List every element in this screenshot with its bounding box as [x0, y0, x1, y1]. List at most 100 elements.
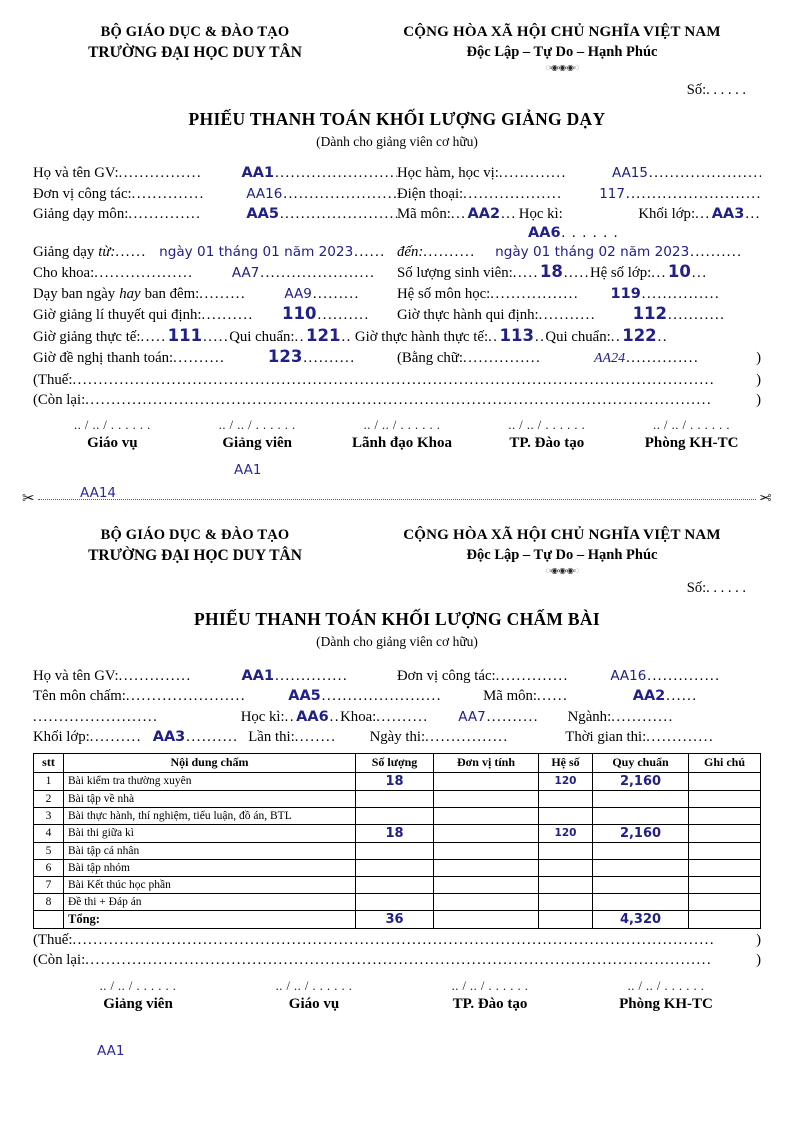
cell-coefficient[interactable] — [538, 789, 593, 808]
value-class-group[interactable]: AA3 — [152, 729, 186, 745]
value-subject-code[interactable]: AA2 — [467, 206, 501, 222]
cell-unit[interactable] — [433, 806, 539, 825]
cell-quantity[interactable] — [355, 806, 434, 825]
label-day-or-night-a: Dạy ban ngày — [33, 285, 116, 302]
value-hours-requested[interactable]: 123 — [267, 347, 303, 366]
field-subject-code: Mã môn: ...... AA2 ...... — [483, 686, 761, 707]
cell-note[interactable] — [688, 823, 761, 843]
value-class-coefficient[interactable]: 10 — [667, 262, 691, 281]
form2-header: BỘ GIÁO DỤC & ĐÀO TẠO TRƯỜNG ĐẠI HỌC DUY… — [0, 507, 794, 575]
value-theory-hours-actual[interactable]: 111 — [167, 325, 203, 345]
cell-unit[interactable] — [433, 789, 539, 808]
paren-close: ) — [756, 931, 761, 948]
field-teach-to: đến: .......... ngày 01 tháng 02 năm 202… — [397, 242, 761, 263]
cell-standard[interactable] — [592, 858, 689, 877]
value-work-unit[interactable]: AA16 — [246, 185, 283, 202]
value-subject-coefficient[interactable]: 119 — [610, 285, 641, 302]
field-semester: ........................ Học kì: .. AA6 … — [33, 707, 340, 728]
cell-quantity[interactable] — [355, 892, 434, 911]
dots-leader: ........................................… — [85, 392, 713, 408]
cell-coefficient[interactable]: 120 — [538, 771, 593, 791]
cell-coefficient[interactable] — [538, 841, 593, 860]
form1-signature-row: .. / .. / . . . . . . Giáo vụ .. / .. / … — [0, 418, 794, 452]
cell-coefficient[interactable]: 120 — [538, 823, 593, 843]
value-faculty[interactable]: AA7 — [231, 265, 260, 281]
value-amount-in-words[interactable]: AA24 — [593, 351, 626, 366]
cell-quantity[interactable] — [355, 858, 434, 877]
cell-quantity[interactable] — [355, 875, 434, 894]
signed-admin-name-form1[interactable]: AA14 — [80, 485, 117, 501]
label-semester: Học kì: — [518, 206, 563, 222]
value-work-unit[interactable]: AA16 — [610, 667, 647, 684]
dots-leader: ....................... — [125, 688, 247, 704]
cell-unit[interactable] — [433, 858, 539, 877]
cell-quantity[interactable]: 18 — [355, 823, 434, 843]
signed-teacher-name-form1[interactable]: AA1 — [234, 462, 262, 478]
value-semester[interactable]: AA6 — [528, 224, 561, 241]
value-standard-practice[interactable]: 122 — [622, 325, 657, 345]
table-header-row: stt Nội dung chấm Số lượng Đơn vị tính H… — [33, 752, 761, 773]
value-practice-hours-actual[interactable]: 113 — [499, 325, 534, 345]
value-subject[interactable]: AA5 — [246, 206, 279, 222]
cell-quantity[interactable] — [355, 841, 434, 860]
dots-leader: .. — [294, 328, 305, 345]
cell-standard[interactable] — [592, 789, 689, 808]
cell-unit[interactable] — [433, 771, 539, 791]
cell-standard[interactable] — [592, 841, 689, 860]
signed-teacher-name-form2[interactable]: AA1 — [97, 1043, 125, 1059]
value-semester[interactable]: AA6 — [296, 708, 329, 725]
cell-note[interactable] — [688, 841, 761, 860]
value-subject-code[interactable]: AA2 — [632, 688, 666, 704]
value-phone[interactable]: 117 — [599, 185, 625, 202]
cell-coefficient[interactable] — [538, 806, 593, 825]
value-teacher-name[interactable]: AA1 — [241, 165, 275, 181]
value-class-group[interactable]: AA3 — [711, 206, 745, 222]
cell-note[interactable] — [688, 806, 761, 825]
cell-quantity[interactable] — [355, 789, 434, 808]
dots-leader: ........................ — [33, 708, 159, 725]
value-teach-to[interactable]: ngày 01 tháng 02 năm 2023 — [495, 243, 690, 260]
dots-leader: .. — [284, 708, 296, 725]
cell-coefficient[interactable] — [538, 875, 593, 894]
cell-note[interactable] — [688, 771, 761, 791]
value-student-count[interactable]: 18 — [539, 262, 563, 281]
label-teach-from: Giảng dạy — [33, 243, 95, 260]
cell-note[interactable] — [688, 858, 761, 877]
cell-coefficient[interactable] — [538, 892, 593, 911]
value-subject-name[interactable]: AA5 — [288, 688, 321, 704]
value-standard-theory[interactable]: 121 — [305, 325, 341, 345]
field-teach-from: Giảng dạy từ: ...... ngày 01 tháng 01 nă… — [33, 242, 397, 263]
cell-unit[interactable] — [433, 875, 539, 894]
cell-unit[interactable] — [433, 823, 539, 843]
cell-standard[interactable] — [592, 806, 689, 825]
value-academic-rank[interactable]: AA15 — [611, 165, 648, 181]
cell-unit[interactable] — [433, 892, 539, 911]
cell-unit[interactable] — [433, 841, 539, 860]
value-teach-from[interactable]: ngày 01 tháng 01 năm 2023 — [159, 243, 354, 260]
th-unit: Đơn vị tính — [433, 752, 539, 773]
cell-standard[interactable] — [592, 875, 689, 894]
dots-leader: ............................... — [648, 165, 761, 181]
value-teacher-name[interactable]: AA1 — [241, 667, 275, 684]
th-note: Ghi chú — [688, 752, 761, 773]
dots-leader: .............. — [118, 667, 192, 684]
cell-standard[interactable]: 2,160 — [592, 823, 689, 843]
cell-coefficient[interactable] — [538, 858, 593, 877]
cell-note[interactable] — [688, 892, 761, 911]
cell-standard[interactable] — [592, 892, 689, 911]
cell-quantity[interactable]: 18 — [355, 771, 434, 791]
cell-note[interactable] — [688, 789, 761, 808]
cell-note[interactable] — [688, 875, 761, 894]
value-practice-hours-required[interactable]: 112 — [632, 304, 668, 323]
field-row-faculty: Cho khoa: ................... AA7 ......… — [33, 262, 761, 284]
cell-total-note — [688, 909, 761, 929]
value-faculty[interactable]: AA7 — [458, 708, 486, 725]
signature-role-3: TP. Đào tạo — [509, 434, 585, 451]
table-row: 8 Đề thi + Đáp án — [33, 892, 761, 911]
field-practice-hours-required: Giờ thực hành qui định: ........... 112 … — [397, 304, 761, 326]
dots-leader: ... — [745, 206, 761, 222]
table-row: 1 Bài kiểm tra thường xuyên 18 120 2,160 — [33, 771, 761, 791]
value-day-or-night[interactable]: AA9 — [284, 285, 312, 302]
value-theory-hours-required[interactable]: 110 — [282, 304, 317, 323]
cell-standard[interactable]: 2,160 — [592, 771, 689, 791]
